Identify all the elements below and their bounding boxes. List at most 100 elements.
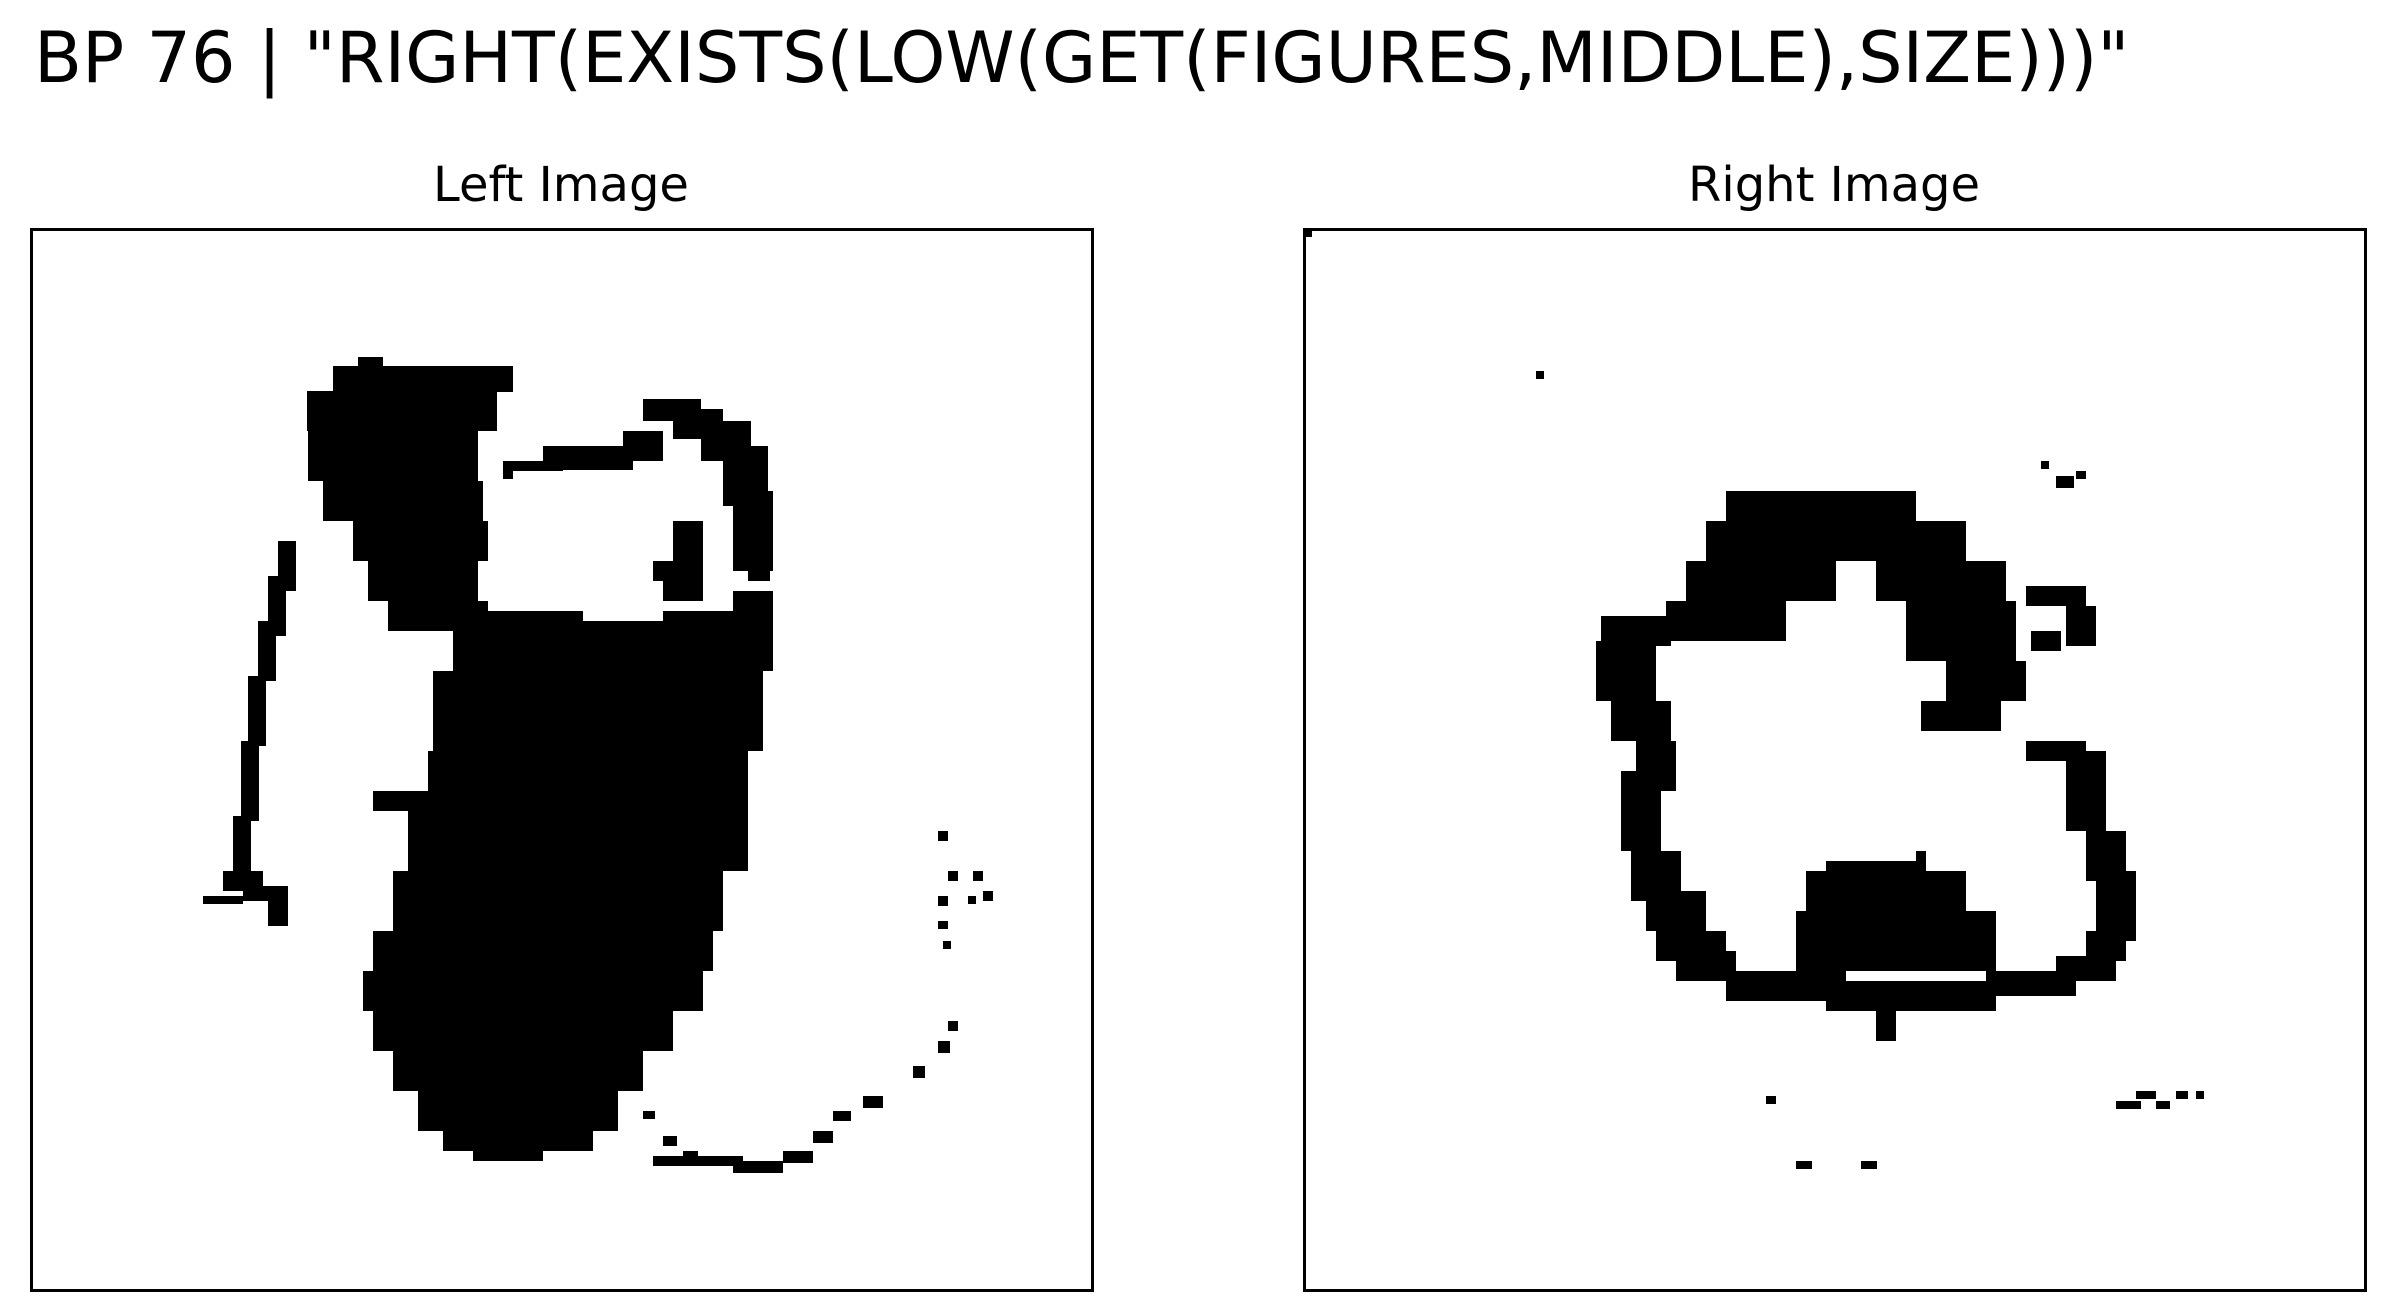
right-ring-opening	[1726, 821, 1916, 861]
right-ring-figure-part	[1806, 871, 1966, 911]
right-ring-figure-part	[1666, 601, 1786, 641]
right-ring-figure-part	[1876, 561, 2006, 601]
left-main-figure-part	[373, 791, 453, 811]
left-main-figure-part	[353, 521, 488, 561]
left-speck-arc-part	[663, 1136, 677, 1146]
right-ring-figure-part	[1611, 701, 1671, 741]
right-ring-opening	[1766, 656, 1896, 736]
left-main-figure-part	[373, 1011, 673, 1051]
left-arc-figure-part	[243, 886, 288, 901]
right-speck	[2131, 1101, 2141, 1109]
right-ring-figure-part	[1621, 771, 1661, 851]
right-ring-opening	[1826, 611, 1886, 656]
right-speck	[2156, 1101, 2170, 1109]
left-main-figure-part	[428, 751, 748, 811]
right-speck	[1861, 1161, 1877, 1169]
right-image-panel	[1303, 228, 2367, 1292]
right-image-canvas	[1306, 231, 2204, 1169]
left-arc-figure-part	[248, 676, 266, 746]
left-arc-figure-part	[233, 816, 251, 876]
left-main-figure-part	[393, 1051, 643, 1091]
left-speck-arc-part	[913, 1066, 925, 1078]
right-corner-speck	[1306, 231, 1312, 237]
left-image-figures	[203, 357, 993, 1173]
right-speck	[2076, 471, 2086, 479]
left-main-figure-part	[408, 811, 748, 871]
right-ring-figure-part	[2086, 831, 2126, 881]
left-arc-figure-part	[241, 741, 259, 821]
right-ring-opening	[1906, 731, 2026, 751]
left-arc-figure-part	[258, 621, 276, 681]
left-speck-arc-part	[833, 1111, 851, 1121]
left-main-figure-part	[393, 871, 723, 931]
right-ring-opening	[1846, 571, 1876, 611]
left-speck-arc-part	[938, 896, 948, 906]
left-main-figure-part	[308, 431, 478, 481]
left-speck-arc-part	[653, 1156, 743, 1166]
left-figure-opening	[513, 471, 623, 521]
right-speck	[1766, 1096, 1776, 1104]
right-ring-figure-part	[1946, 661, 2026, 701]
right-speck	[1536, 371, 1544, 379]
right-ring-figure-part	[2026, 586, 2086, 606]
left-figure-opening	[633, 461, 673, 521]
right-image-title: Right Image	[1688, 157, 1980, 213]
page-title: BP 76 | "RIGHT(EXISTS(LOW(GET(FIGURES,MI…	[34, 17, 2130, 99]
left-main-figure-part	[453, 651, 483, 671]
right-ring-figure-part	[1906, 601, 2016, 661]
left-speck-arc-part	[733, 1161, 783, 1173]
left-figure-opening	[583, 581, 663, 621]
right-speck	[2041, 461, 2049, 469]
right-speck	[2196, 1091, 2204, 1099]
right-ring-figure-part	[1596, 641, 1656, 701]
left-speck-arc-part	[643, 1111, 655, 1119]
left-main-figure-part	[363, 971, 703, 1011]
left-speck-arc-part	[938, 921, 948, 929]
right-speck	[2176, 1091, 2188, 1099]
left-main-figure-part	[733, 591, 773, 671]
right-ring-figure-part	[1706, 521, 1966, 561]
left-speck-arc-part	[948, 1021, 958, 1031]
left-image-panel	[30, 228, 1094, 1292]
right-speck	[2116, 1101, 2134, 1109]
right-ring-figure-part	[2066, 606, 2096, 646]
left-main-figure-part	[307, 391, 497, 431]
left-arc-figure-part	[268, 901, 288, 926]
left-image-canvas	[203, 357, 993, 1173]
left-speck-arc-part	[938, 831, 948, 841]
left-arc-figure-part	[203, 896, 243, 904]
right-ring-figure-part	[1726, 491, 1916, 521]
right-speck	[1796, 1161, 1812, 1169]
right-ring-figure-part	[1906, 981, 1996, 1011]
right-speck	[2136, 1091, 2156, 1099]
left-speck-arc-part	[783, 1151, 813, 1163]
left-speck-arc-part	[938, 1041, 950, 1053]
right-ring-figure-part	[2031, 631, 2061, 651]
left-main-figure-part	[333, 366, 513, 392]
right-ring-figure-part	[1796, 911, 1996, 971]
left-speck-arc-part	[863, 1096, 883, 1108]
right-ring-figure-part	[2096, 871, 2136, 941]
left-speck-arc-part	[973, 871, 983, 881]
left-image-title: Left Image	[433, 157, 689, 213]
right-ring-figure-part	[1876, 1001, 1896, 1041]
left-main-figure-part	[443, 1131, 593, 1151]
left-figure-opening	[533, 521, 653, 581]
left-speck-arc-part	[968, 896, 976, 904]
left-speck-arc-part	[948, 871, 958, 881]
left-main-figure-part	[368, 561, 478, 601]
left-speck-arc-part	[813, 1131, 833, 1143]
right-speck	[2056, 476, 2074, 488]
left-main-figure-part	[358, 357, 383, 369]
left-speck-arc-part	[943, 941, 951, 949]
left-main-figure-part	[323, 481, 483, 521]
left-main-figure-part	[418, 1091, 618, 1131]
right-ring-figure-part	[2066, 751, 2106, 831]
left-main-figure-part	[373, 931, 713, 971]
right-ring-figure-part	[1826, 981, 1916, 1011]
left-main-figure-part	[748, 521, 770, 581]
left-speck-arc-part	[983, 891, 993, 901]
right-ring-figure-part	[1646, 891, 1706, 931]
left-main-figure-part	[473, 1151, 543, 1161]
right-image-figures	[1306, 231, 2204, 1169]
